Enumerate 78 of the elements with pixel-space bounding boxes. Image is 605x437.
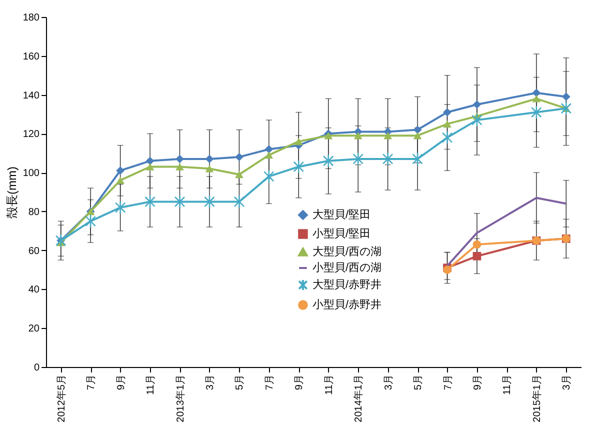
- point: [442, 130, 453, 144]
- x-tick-label: 11月: [324, 374, 335, 395]
- legend-label: 小型貝/堅田: [312, 227, 371, 240]
- point: [235, 152, 244, 162]
- point: [264, 170, 274, 184]
- x-tick-label: 5月: [234, 374, 246, 390]
- y-tick-label: 100: [22, 168, 40, 180]
- point: [412, 152, 423, 166]
- point: [531, 105, 542, 120]
- y-tick-label: 0: [34, 362, 40, 374]
- point: [294, 138, 303, 146]
- y-axis-title: 殻長(mm): [4, 166, 19, 218]
- x-tick-label: 2014年1月: [352, 374, 365, 422]
- point: [532, 95, 541, 102]
- point: [562, 92, 570, 101]
- x-tick-label: 11月: [146, 374, 157, 395]
- legend-label: 小型貝/西の湖: [312, 261, 382, 274]
- x-tick-label: 3月: [562, 374, 573, 390]
- point: [532, 88, 541, 98]
- point: [354, 132, 362, 140]
- point: [472, 100, 482, 109]
- x-tick-label: 2015年1月: [530, 374, 543, 422]
- x-tick-label: 9月: [472, 374, 484, 390]
- point: [472, 240, 482, 249]
- point: [205, 154, 214, 164]
- y-tick-label: 180: [22, 12, 40, 24]
- x-tick-label: 9月: [116, 374, 127, 390]
- y-tick-label: 140: [22, 90, 40, 102]
- y-tick-label: 160: [22, 51, 40, 62]
- y-tick-label: 120: [22, 129, 40, 140]
- y-tick-label: 80: [28, 206, 40, 218]
- point: [85, 214, 96, 228]
- point: [322, 154, 334, 168]
- point: [235, 170, 244, 178]
- point: [324, 132, 333, 140]
- x-tick-label: 9月: [294, 374, 306, 390]
- y-tick-label: 20: [28, 324, 40, 335]
- point: [176, 163, 184, 170]
- point: [352, 152, 364, 166]
- legend-label: 小型貝/赤野井: [312, 298, 382, 311]
- point: [55, 234, 66, 248]
- x-tick-label: 11月: [502, 374, 514, 395]
- point: [264, 151, 274, 159]
- legend-label: 大型貝/西の湖: [312, 245, 382, 258]
- point: [413, 132, 422, 140]
- point: [205, 165, 214, 172]
- point: [472, 113, 482, 127]
- legend-label: 大型貝/堅田: [312, 208, 371, 221]
- point: [560, 102, 572, 116]
- x-tick-label: 3月: [383, 374, 394, 390]
- point: [114, 200, 126, 214]
- point: [384, 132, 392, 140]
- x-tick-label: 7月: [264, 374, 276, 390]
- x-tick-label: 7月: [442, 374, 454, 390]
- point: [146, 163, 154, 170]
- y-tick-label: 60: [28, 246, 40, 257]
- y-tick-label: 40: [28, 284, 40, 296]
- x-tick-label: 2013年1月: [174, 374, 186, 422]
- legend-label: 大型貝/赤野井: [312, 278, 382, 291]
- point: [443, 120, 452, 128]
- point: [176, 154, 184, 164]
- point: [234, 194, 245, 209]
- point: [443, 108, 452, 116]
- point: [293, 160, 304, 174]
- point: [382, 152, 394, 166]
- point: [472, 252, 482, 260]
- x-tick-label: 3月: [204, 374, 216, 390]
- point: [146, 156, 154, 166]
- point: [204, 194, 215, 209]
- point: [413, 126, 422, 134]
- point: [264, 145, 274, 154]
- point: [174, 194, 186, 209]
- x-tick-label: 7月: [86, 374, 98, 390]
- x-tick-label: 5月: [413, 374, 424, 390]
- point: [144, 194, 156, 209]
- x-tick-label: 2012年5月: [55, 374, 68, 422]
- point: [116, 176, 124, 184]
- point: [116, 166, 124, 175]
